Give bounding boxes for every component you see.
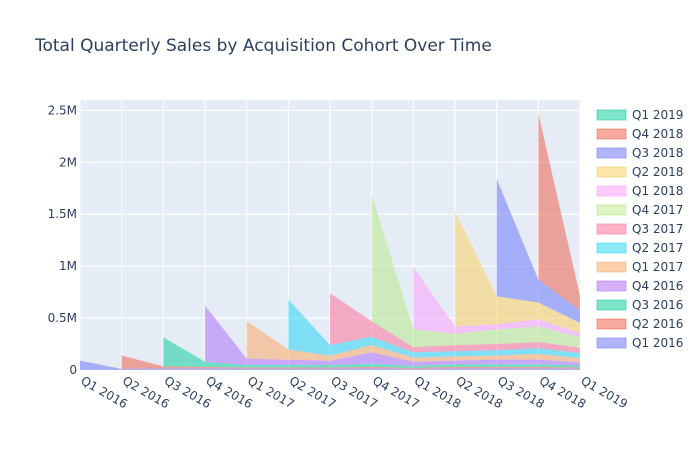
legend-label: Q4 2018 bbox=[632, 127, 683, 141]
x-tick-label: Q2 2017 bbox=[287, 373, 339, 411]
area-q4-2018 bbox=[538, 113, 580, 311]
legend-item-q2-2018[interactable]: Q2 2018 bbox=[596, 165, 683, 179]
legend-swatch bbox=[596, 280, 627, 292]
area-q4-2016 bbox=[205, 305, 580, 366]
area-q3-2018 bbox=[496, 178, 580, 323]
x-tick-label: Q1 2018 bbox=[412, 373, 464, 411]
legend-swatch bbox=[596, 242, 627, 254]
y-tick-label: 1.5M bbox=[48, 207, 77, 221]
legend-item-q3-2017[interactable]: Q3 2017 bbox=[596, 222, 683, 236]
x-tick-label: Q3 2018 bbox=[495, 373, 547, 411]
legend-label: Q1 2017 bbox=[632, 260, 683, 274]
y-tick-label: 2M bbox=[59, 155, 77, 169]
legend-item-q1-2017[interactable]: Q1 2017 bbox=[596, 260, 683, 274]
legend-swatch bbox=[596, 147, 627, 159]
x-tick-label: Q2 2018 bbox=[454, 373, 506, 411]
x-tick-label: Q4 2018 bbox=[537, 373, 589, 411]
legend-item-q4-2017[interactable]: Q4 2017 bbox=[596, 203, 683, 217]
legend-swatch bbox=[596, 337, 627, 349]
legend-swatch bbox=[596, 204, 627, 216]
chart-title: Total Quarterly Sales by Acquisition Coh… bbox=[34, 36, 492, 56]
y-tick-label: 0 bbox=[69, 363, 77, 377]
area-series-group bbox=[80, 113, 581, 370]
y-tick-label: 1M bbox=[59, 259, 77, 273]
y-tick-label: 0.5M bbox=[48, 311, 77, 325]
x-tick-label: Q1 2016 bbox=[79, 373, 131, 411]
legend-swatch bbox=[596, 128, 627, 140]
area-q4-2017 bbox=[371, 194, 580, 348]
area-q2-2016 bbox=[121, 355, 581, 369]
area-q1-2017 bbox=[246, 321, 581, 363]
legend-item-q2-2016[interactable]: Q2 2016 bbox=[596, 317, 683, 331]
legend-swatch bbox=[596, 223, 627, 235]
y-axis: 0 0.5M 1M 1.5M 2M 2.5M bbox=[48, 103, 77, 377]
legend-item-q1-2018[interactable]: Q1 2018 bbox=[596, 184, 683, 198]
legend-label: Q4 2016 bbox=[632, 279, 683, 293]
legend-label: Q3 2017 bbox=[632, 222, 683, 236]
legend-label: Q1 2018 bbox=[632, 184, 683, 198]
legend-item-q1-2016[interactable]: Q1 2016 bbox=[596, 336, 683, 350]
legend-swatch bbox=[596, 109, 627, 121]
x-tick-label: Q1 2019 bbox=[579, 373, 631, 411]
x-tick-label: Q3 2016 bbox=[162, 373, 214, 411]
legend-item-q3-2018[interactable]: Q3 2018 bbox=[596, 146, 683, 160]
legend-label: Q2 2018 bbox=[632, 165, 683, 179]
legend-label: Q1 2016 bbox=[632, 336, 683, 350]
legend-label: Q2 2017 bbox=[632, 241, 683, 255]
legend-label: Q2 2016 bbox=[632, 317, 683, 331]
legend-item-q2-2017[interactable]: Q2 2017 bbox=[596, 241, 683, 255]
y-tick-label: 2.5M bbox=[48, 103, 77, 117]
legend-swatch bbox=[596, 261, 627, 273]
x-tick-label: Q4 2017 bbox=[370, 373, 422, 411]
area-q1-2018 bbox=[413, 267, 580, 338]
area-q3-2017 bbox=[330, 293, 580, 353]
x-tick-label: Q4 2016 bbox=[204, 373, 256, 411]
legend-label: Q3 2016 bbox=[632, 298, 683, 312]
legend-swatch bbox=[596, 318, 627, 330]
x-tick-label: Q2 2016 bbox=[120, 373, 172, 411]
legend-item-q3-2016[interactable]: Q3 2016 bbox=[596, 298, 683, 312]
legend-swatch bbox=[596, 166, 627, 178]
x-tick-label: Q3 2017 bbox=[329, 373, 381, 411]
legend-item-q1-2019[interactable]: Q1 2019 bbox=[596, 108, 683, 122]
legend-label: Q4 2017 bbox=[632, 203, 683, 217]
legend: Q1 2019 Q4 2018 Q3 2018 Q2 2018 Q1 2018 Q4 20… bbox=[596, 108, 683, 350]
area-q2-2017 bbox=[288, 299, 580, 359]
legend-label: Q1 2019 bbox=[632, 108, 683, 122]
legend-item-q4-2016[interactable]: Q4 2016 bbox=[596, 279, 683, 293]
legend-item-q4-2018[interactable]: Q4 2018 bbox=[596, 127, 683, 141]
area-q1-2016 bbox=[80, 360, 580, 370]
x-tick-label: Q1 2017 bbox=[245, 373, 297, 411]
legend-swatch bbox=[596, 185, 627, 197]
area-q2-2018 bbox=[455, 211, 580, 334]
legend-swatch bbox=[596, 299, 627, 311]
legend-label: Q3 2018 bbox=[632, 146, 683, 160]
area-q3-2016 bbox=[163, 337, 580, 368]
